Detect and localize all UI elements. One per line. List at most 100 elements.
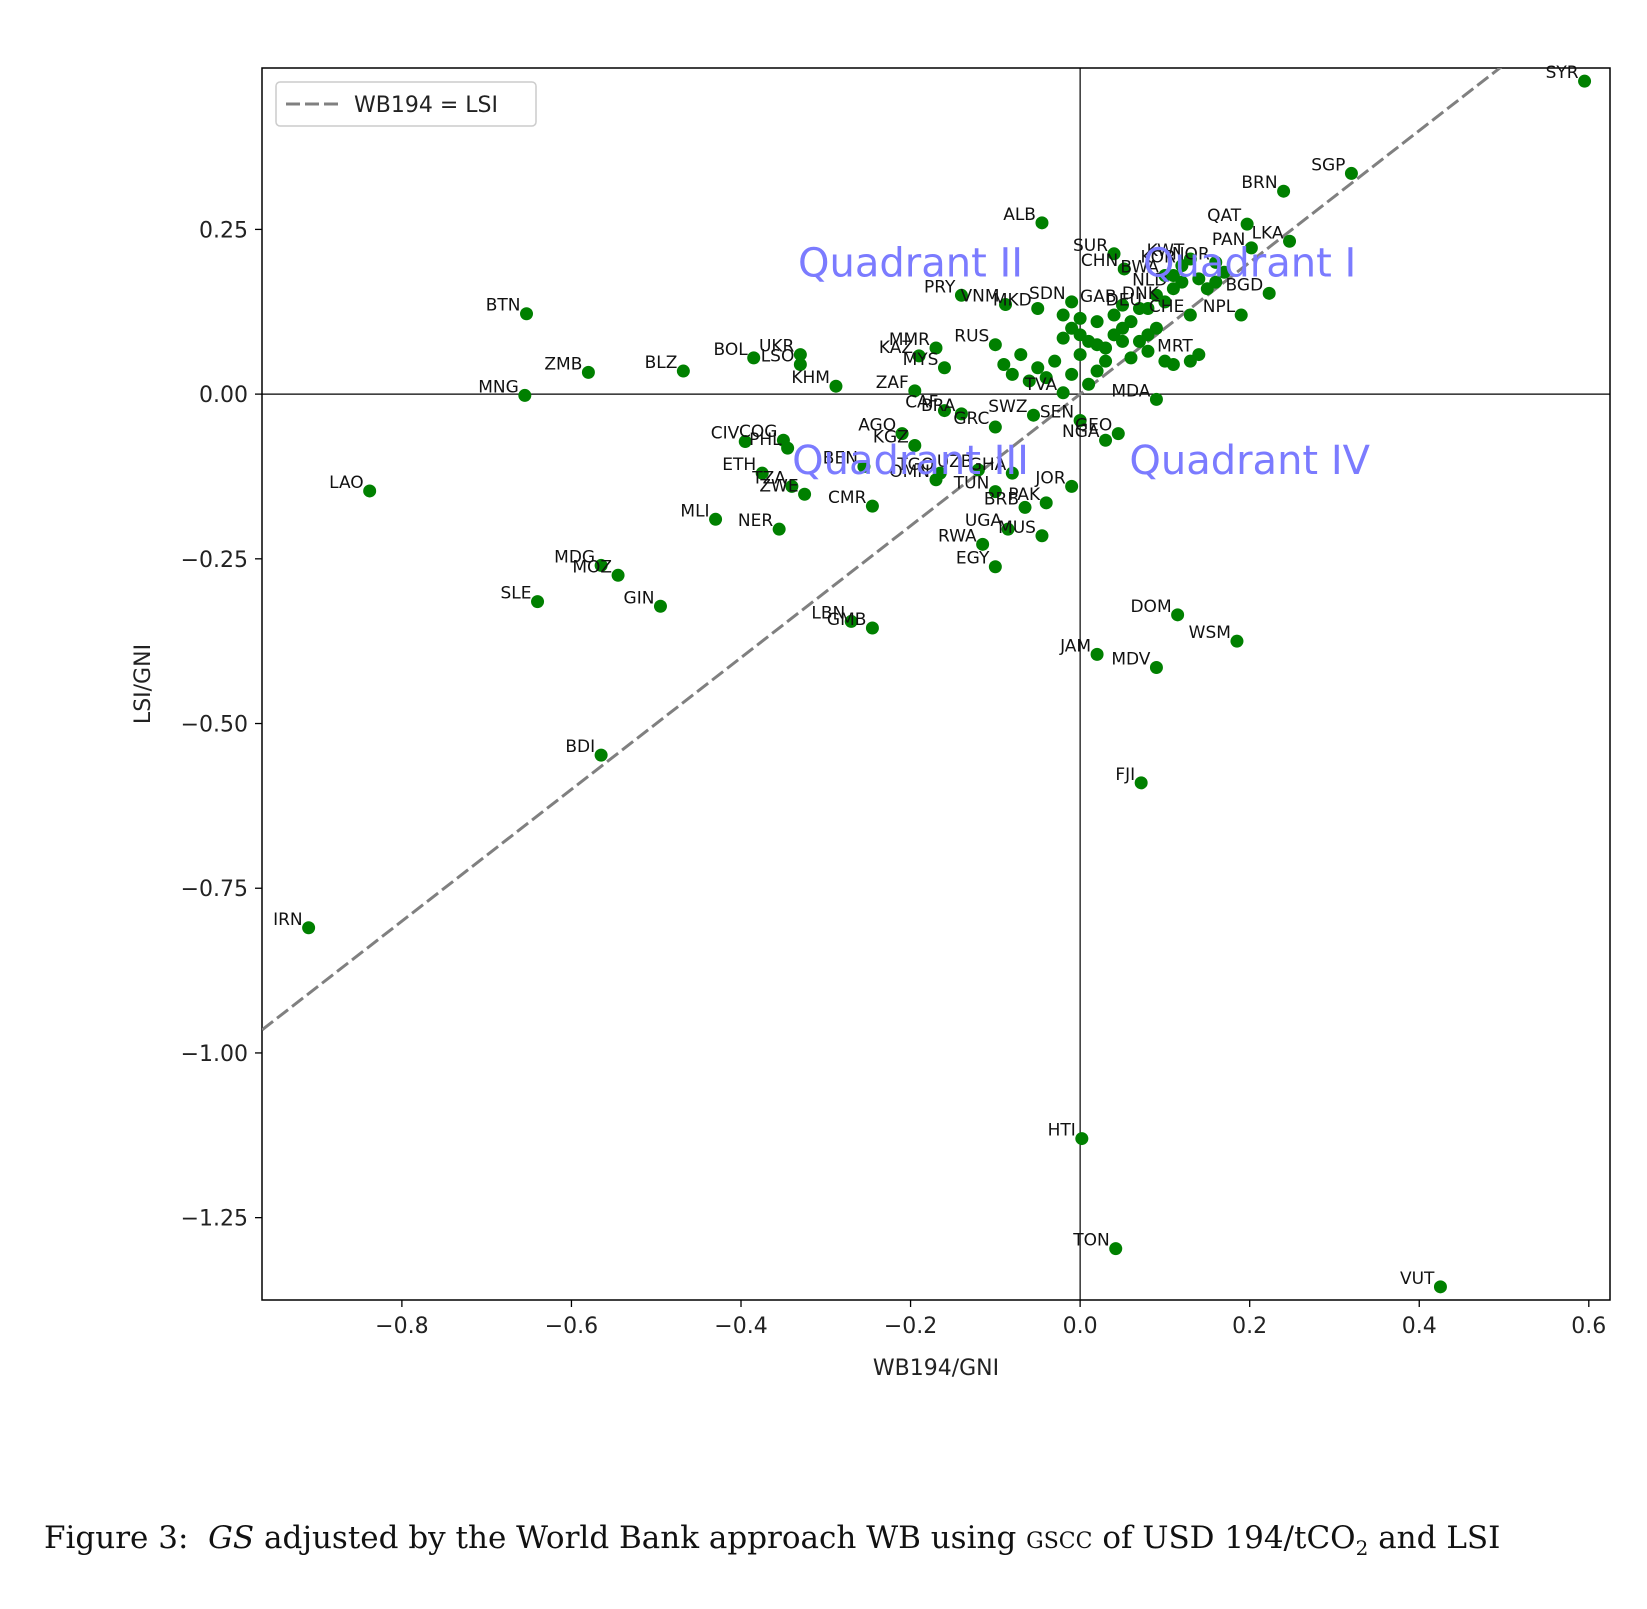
point-label-nor: NOR xyxy=(1172,244,1210,264)
data-point-pry xyxy=(954,288,968,302)
data-point xyxy=(1082,377,1096,391)
y-tick-label: 0.00 xyxy=(199,383,248,408)
point-label-che: CHE xyxy=(1149,297,1184,317)
data-point-alb xyxy=(1035,216,1049,230)
data-point xyxy=(997,357,1011,371)
data-point-sle xyxy=(531,595,545,609)
point-label-alb: ALB xyxy=(1003,205,1036,225)
data-point-sdn xyxy=(1065,295,1079,309)
point-label-uzb: UZB xyxy=(937,452,972,472)
axes xyxy=(261,67,1611,1301)
data-point-mrt xyxy=(1192,348,1206,362)
point-label-phl: PHL xyxy=(749,430,782,450)
data-point-ukr xyxy=(793,348,807,362)
point-label-uga: UGA xyxy=(965,511,1003,531)
data-point-kor xyxy=(1175,259,1189,273)
data-point-brb xyxy=(1018,500,1032,514)
data-point-grc xyxy=(988,420,1002,434)
reference-line-layer xyxy=(262,68,1503,1032)
data-point-blz xyxy=(676,364,690,378)
data-point-nor xyxy=(1209,255,1223,269)
data-point xyxy=(1166,357,1180,371)
point-label-bdi: BDI xyxy=(565,737,595,757)
point-label-grc: GRC xyxy=(953,409,989,429)
point-label-kwt: KWT xyxy=(1147,241,1185,261)
quadrant-label: Quadrant III xyxy=(792,438,1029,484)
point-label-kgz: KGZ xyxy=(873,428,909,448)
point-label-gmb: GMB xyxy=(827,610,867,630)
data-point-nld xyxy=(1166,282,1180,296)
data-point-bgd xyxy=(1262,286,1276,300)
point-label-bgd: BGD xyxy=(1226,275,1264,295)
data-point-tva xyxy=(1056,386,1070,400)
point-label-lso: LSO xyxy=(761,346,795,366)
quadrant-label: Quadrant IV xyxy=(1129,438,1370,484)
x-tick-label: −0.4 xyxy=(714,1314,767,1339)
point-label-brb: BRB xyxy=(984,489,1019,509)
point-label-swz: SWZ xyxy=(988,397,1027,417)
data-point-nga xyxy=(1099,433,1113,447)
data-point-eth xyxy=(755,466,769,480)
caption-gs: GS xyxy=(208,1520,255,1556)
data-point-deu xyxy=(1141,301,1155,315)
data-point-mdv xyxy=(1149,661,1163,675)
y-axis-label: LSI/GNI xyxy=(131,644,156,724)
point-label-dom: DOM xyxy=(1130,597,1171,617)
data-point-phl xyxy=(781,441,795,455)
data-point-dnk xyxy=(1158,295,1172,309)
data-point-che xyxy=(1183,308,1197,322)
legend: WB194 = LSI xyxy=(275,81,537,127)
data-point-chn xyxy=(1117,262,1131,276)
data-point-gab xyxy=(1116,298,1130,312)
point-label-ukr: UKR xyxy=(759,337,795,357)
data-point xyxy=(1056,308,1070,322)
data-point-gha xyxy=(1005,466,1019,480)
point-label-qat: QAT xyxy=(1207,206,1242,226)
data-point xyxy=(1065,367,1079,381)
point-label-bra: BRA xyxy=(921,396,956,416)
point-label-lka: LKA xyxy=(1252,223,1284,243)
point-label-sgp: SGP xyxy=(1311,155,1345,175)
point-label-syr: SYR xyxy=(1546,63,1579,83)
data-point xyxy=(1073,311,1087,325)
point-label-bwa: BWA xyxy=(1120,258,1159,278)
data-point-jor xyxy=(1065,479,1079,493)
point-label-vnm: VNM xyxy=(961,287,1000,307)
x-tick-label: 0.6 xyxy=(1571,1314,1606,1339)
point-label-ner: NER xyxy=(738,511,773,531)
data-point-cmr xyxy=(865,499,879,513)
y-tick-label: −1.00 xyxy=(181,1042,248,1067)
data-point-uga xyxy=(1001,522,1015,536)
data-point xyxy=(1141,344,1155,358)
data-point-npl xyxy=(1234,308,1248,322)
data-point-mli xyxy=(709,512,723,526)
point-label-ton: TON xyxy=(1072,1231,1109,1251)
data-point-bol xyxy=(747,351,761,365)
data-point-mmr xyxy=(929,341,943,355)
data-point-zaf xyxy=(908,384,922,398)
data-point-khm xyxy=(829,379,843,393)
data-point-omn xyxy=(929,473,943,487)
point-label-rus: RUS xyxy=(954,327,989,347)
data-point-mus xyxy=(1035,529,1049,543)
point-label-mkd: MKD xyxy=(993,290,1032,310)
data-point-geo xyxy=(1111,427,1125,441)
data-point-swz xyxy=(1026,408,1040,422)
data-point-bwa xyxy=(1158,269,1172,283)
data-point-mys xyxy=(937,361,951,375)
legend-entry: WB194 = LSI xyxy=(354,93,498,118)
data-point xyxy=(1099,354,1113,368)
point-label-pan: PAN xyxy=(1212,230,1246,250)
data-point-tun xyxy=(988,485,1002,499)
point-label-hti: HTI xyxy=(1048,1121,1076,1141)
point-label-geo: GEO xyxy=(1075,416,1112,436)
point-label-tva: TVA xyxy=(1024,375,1058,395)
point-label-gab: GAB xyxy=(1080,287,1116,307)
point-label-deu: DEU xyxy=(1106,290,1142,310)
point-label-ben: BEN xyxy=(823,449,858,469)
point-label-sle: SLE xyxy=(501,584,532,604)
points-layer xyxy=(302,74,1592,1294)
point-label-tgo: TGO xyxy=(896,455,934,475)
point-label-mmr: MMR xyxy=(889,330,930,350)
